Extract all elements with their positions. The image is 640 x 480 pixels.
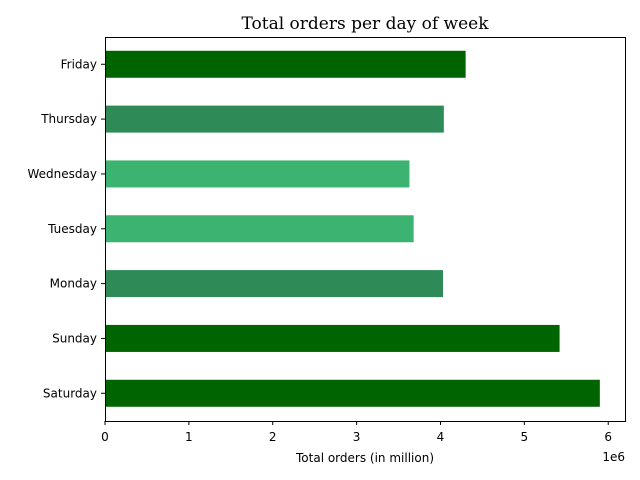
y-tick-label-thursday: Thursday <box>40 112 97 126</box>
y-tick-label-monday: Monday <box>50 277 97 291</box>
y-tick-label-sunday: Sunday <box>52 331 97 345</box>
y-tick-label-friday: Friday <box>61 57 97 71</box>
x-axis-offset-label: 1e6 <box>602 450 625 464</box>
x-tick-label-0: 0 <box>101 430 109 444</box>
y-tick-label-tuesday: Tuesday <box>47 222 97 236</box>
bar-thursday <box>105 105 444 133</box>
x-tick-label-3: 3 <box>353 430 361 444</box>
x-tick-label-4: 4 <box>437 430 445 444</box>
x-tick-label-5: 5 <box>521 430 529 444</box>
x-tick-label-2: 2 <box>269 430 277 444</box>
plot-frame <box>105 37 626 422</box>
bar-monday <box>105 270 443 298</box>
bars-group <box>105 50 600 407</box>
y-tick-label-saturday: Saturday <box>43 386 97 400</box>
x-axis-label: Total orders (in million) <box>295 451 434 465</box>
x-tick-label-6: 6 <box>604 430 612 444</box>
x-tick-label-1: 1 <box>185 430 193 444</box>
bar-friday <box>105 50 466 78</box>
y-tick-label-wednesday: Wednesday <box>28 167 97 181</box>
chart-title: Total orders per day of week <box>241 14 489 34</box>
y-axis-ticks: Saturday Sunday Monday Tuesday Wednesday Thur… <box>28 57 105 400</box>
bar-wednesday <box>105 160 410 188</box>
bar-tuesday <box>105 215 414 243</box>
bar-sunday <box>105 324 560 352</box>
x-axis-ticks: 0 1 2 3 4 5 6 <box>101 421 612 444</box>
bar-saturday <box>105 379 600 407</box>
